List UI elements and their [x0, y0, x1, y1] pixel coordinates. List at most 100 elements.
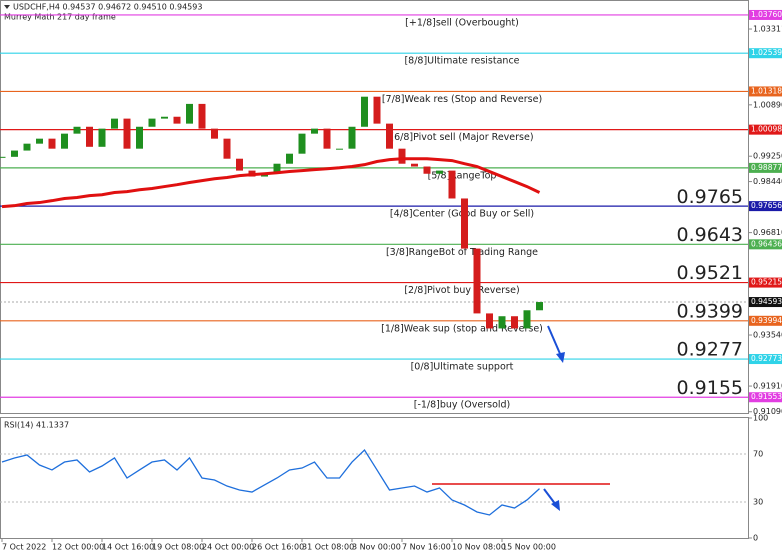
candle — [398, 148, 406, 164]
candle — [86, 126, 93, 147]
level-annotation: 0.9399 — [677, 300, 743, 322]
candle — [436, 170, 443, 174]
forecast-arrows — [543, 325, 565, 511]
level-price-box — [749, 239, 782, 250]
level-annotation: 0.9155 — [677, 377, 743, 399]
candle — [486, 313, 493, 329]
x-tick-label: 3 Nov 00:00 — [352, 543, 401, 552]
candle — [98, 128, 106, 147]
level-price-box — [749, 86, 782, 97]
level-price-box — [749, 162, 782, 173]
arrow-head — [551, 500, 560, 511]
level-price-label: 0.93994 — [751, 316, 782, 325]
candle — [23, 143, 31, 151]
y-tick-label: 70 — [753, 450, 763, 459]
x-tick-label: 7 Nov 16:00 — [402, 543, 451, 552]
candle — [36, 138, 43, 144]
level-label: [0/8]Ultimate support — [411, 362, 514, 373]
candle — [311, 128, 318, 134]
price-frame — [0, 0, 749, 414]
level-price-box — [749, 48, 782, 59]
level-label: [1/8]Weak sup (stop and Reverse) — [381, 323, 543, 334]
level-label: [5/8]RangeTop — [428, 170, 497, 181]
level-annotation: 0.9643 — [677, 224, 743, 246]
level-price-box — [749, 201, 782, 212]
level-label: [7/8]Weak res (Stop and Reverse) — [382, 94, 542, 105]
level-label: [+1/8]sell (Overbought) — [405, 17, 519, 28]
level-price-label: 1.00098 — [751, 125, 782, 134]
x-tick-label: 12 Oct 00:00 — [52, 543, 104, 552]
candle — [361, 96, 368, 127]
candle — [236, 158, 243, 171]
level-label: [6/8]Pivot sell (Major Reverse) — [390, 132, 533, 143]
level-price-label: 0.96436 — [751, 239, 782, 248]
x-tick-label: 24 Oct 00:00 — [202, 543, 254, 552]
level-price-box — [749, 124, 782, 135]
x-tick-label: 19 Oct 08:00 — [152, 543, 204, 552]
x-tick-label: 10 Nov 08:00 — [452, 543, 506, 552]
level-annotation: 0.9765 — [677, 186, 743, 208]
level-price-box — [749, 354, 782, 365]
candle — [11, 150, 18, 157]
candle — [148, 118, 156, 127]
candle — [211, 128, 218, 139]
candle — [536, 302, 543, 311]
y-tick-label: 0.91090 — [753, 407, 782, 416]
candle — [373, 96, 381, 124]
candle — [523, 310, 531, 329]
current-price-box — [749, 297, 782, 308]
level-price-label: 0.98877 — [751, 163, 782, 172]
candle — [0, 156, 6, 158]
level-annotation: 0.9521 — [677, 262, 743, 284]
candle — [198, 103, 206, 129]
level-price-label: 0.97656 — [751, 201, 782, 210]
current-price-label: 0.94593 — [751, 297, 782, 306]
candle — [511, 316, 518, 329]
menu-triangle — [4, 5, 10, 9]
arrow — [543, 488, 557, 506]
level-price-label: 0.91553 — [751, 392, 782, 401]
level-price-label: 1.03760 — [751, 10, 782, 19]
candle — [411, 163, 418, 167]
x-tick-label: 7 Oct 2022 — [2, 543, 46, 552]
candle — [298, 133, 306, 154]
candle — [461, 198, 468, 249]
candle — [61, 133, 68, 149]
candle — [73, 126, 81, 134]
candle — [286, 153, 293, 164]
candle — [48, 138, 56, 149]
moving-average — [1, 157, 541, 209]
level-price-label: 1.02539 — [751, 48, 782, 57]
indicator-name: Murrey Math 217 day frame — [4, 13, 116, 22]
candle — [173, 116, 181, 124]
candle — [386, 123, 393, 149]
x-tick-label: 31 Oct 08:00 — [302, 543, 354, 552]
level-label: [3/8]RangeBot of Trading Range — [386, 247, 538, 258]
x-tick-label: 15 Nov 00:00 — [502, 543, 556, 552]
candle — [273, 163, 281, 174]
candle — [498, 316, 506, 329]
candle — [448, 170, 456, 199]
level-annotation: 0.9277 — [677, 339, 743, 361]
candle — [348, 126, 356, 149]
y-tick-label: 0 — [753, 534, 758, 543]
chart-title: USDCHF,H4 0.94537 0.94672 0.94510 0.9459… — [13, 3, 202, 12]
rsi-frame — [0, 417, 749, 539]
candle — [186, 103, 193, 124]
arrow — [547, 325, 562, 357]
x-tick-label: 26 Oct 16:00 — [252, 543, 304, 552]
candle — [123, 118, 131, 149]
candle — [111, 118, 118, 129]
candle — [323, 128, 331, 149]
level-label: [-1/8]buy (Oversold) — [414, 400, 511, 411]
level-price-box — [749, 392, 782, 403]
x-tick-label: 14 Oct 16:00 — [102, 543, 154, 552]
level-label: [8/8]Ultimate resistance — [404, 56, 519, 67]
